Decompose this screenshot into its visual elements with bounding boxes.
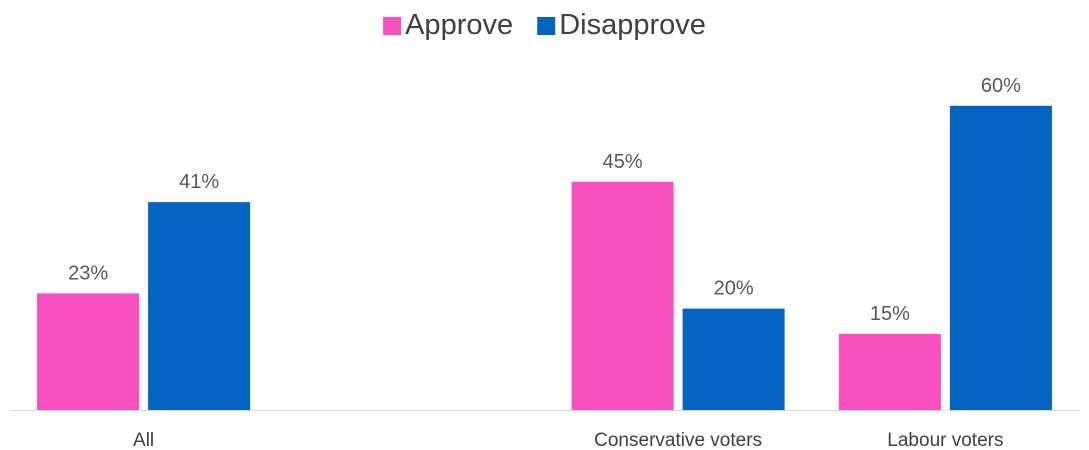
bar-approve-labour-voters — [838, 333, 941, 410]
bar-disapprove-all — [148, 202, 251, 410]
legend-swatch — [537, 17, 556, 35]
legend-swatch — [383, 17, 402, 35]
bars-group — [37, 105, 1052, 411]
bar-approve-conservative-voters — [571, 181, 674, 410]
x-tick-label: Conservative voters — [594, 430, 762, 450]
legend-item-approve: Approve — [383, 9, 513, 41]
bar-approve-all — [37, 293, 140, 410]
data-label-disapprove: 20% — [714, 278, 754, 300]
x-tick-labels-group: All Conservative voters Labour voters — [133, 430, 1003, 450]
data-label-approve: 15% — [870, 303, 910, 325]
x-tick-label: Labour voters — [887, 430, 1003, 450]
legend-label: Approve — [405, 9, 513, 41]
data-labels-group: 23% 41% 45% 20% 15% 60% — [68, 75, 1021, 325]
legend-item-disapprove: Disapprove — [537, 9, 706, 41]
data-label-approve: 45% — [603, 151, 643, 173]
data-label-approve: 23% — [68, 262, 108, 284]
data-label-disapprove: 41% — [179, 171, 219, 193]
bar-disapprove-labour-voters — [949, 105, 1052, 411]
bar-disapprove-conservative-voters — [682, 308, 785, 410]
x-tick-label: All — [133, 430, 154, 450]
legend: Approve Disapprove — [383, 9, 706, 41]
legend-label: Disapprove — [559, 9, 706, 41]
data-label-disapprove: 60% — [981, 75, 1021, 97]
